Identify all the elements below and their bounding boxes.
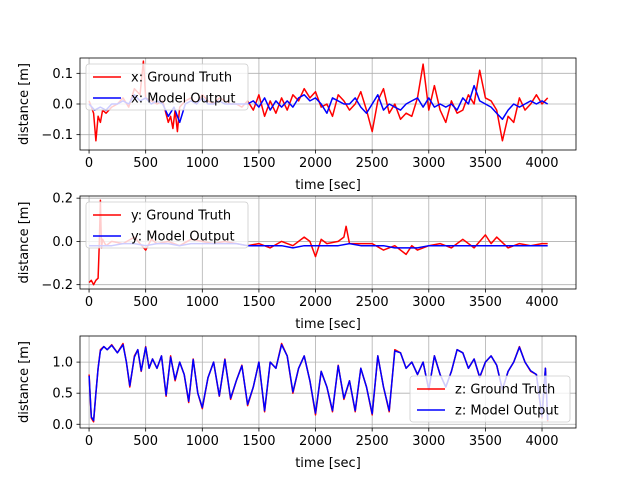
x-tick-label: 3500	[469, 295, 502, 310]
y-tick-label: −0.1	[41, 128, 73, 143]
y-tick-label: 1.0	[52, 356, 73, 371]
x-tick-label: 4000	[525, 434, 558, 449]
y-tick-label: −0.2	[41, 278, 73, 293]
y-tick-label: 0.0	[52, 235, 73, 250]
legend-label: z: Ground Truth	[455, 383, 555, 398]
legend: y: Ground Truth y: Model Output	[85, 201, 249, 249]
x-axis-label: time [sec]	[295, 456, 361, 471]
legend-label: x: Ground Truth	[131, 71, 232, 86]
x-tick-label: 2000	[299, 295, 332, 310]
x-tick-label: 3000	[412, 295, 445, 310]
x-tick-label: 2500	[356, 295, 389, 310]
subplot-2: 0 500 1000 1500 2000 2500 3000 3500 4000 −0.2 0.0 0…	[17, 192, 577, 332]
x-tick-label: 2000	[299, 156, 332, 171]
y-tick-label: 0.2	[52, 192, 73, 207]
x-tick-label: 4000	[525, 156, 558, 171]
x-tick-label: 3000	[412, 434, 445, 449]
x-tick-label: 0	[85, 295, 93, 310]
axes-frame	[79, 335, 577, 429]
x-tick-label: 1000	[186, 434, 219, 449]
x-tick-label: 1500	[242, 434, 275, 449]
series-line-model-output	[88, 343, 549, 422]
x-tick-label: 500	[133, 434, 158, 449]
legend-label: y: Model Output	[131, 230, 235, 245]
axes-frame	[79, 195, 577, 290]
x-tick-label: 2500	[356, 434, 389, 449]
y-tick-label: 0.0	[52, 98, 73, 113]
y-axis-label: distance [m]	[17, 201, 32, 283]
y-axis-label: distance [m]	[17, 63, 32, 145]
x-tick-label: 500	[133, 295, 158, 310]
x-tick-label: 0	[85, 156, 93, 171]
x-tick-label: 500	[133, 156, 158, 171]
legend-label: y: Ground Truth	[131, 209, 231, 224]
y-axis-label: distance [m]	[17, 341, 32, 423]
x-tick-label: 1000	[186, 295, 219, 310]
legend-box	[409, 375, 571, 423]
x-tick-label: 3500	[469, 156, 502, 171]
x-tick-label: 4000	[525, 295, 558, 310]
legend-label: x: Model Output	[131, 92, 236, 107]
x-tick-label: 1500	[242, 156, 275, 171]
x-tick-label: 2000	[299, 434, 332, 449]
legend-label: z: Model Output	[455, 404, 559, 419]
x-axis-label: time [sec]	[295, 178, 361, 193]
y-tick-label: 0.1	[52, 67, 73, 82]
subplot-1: 0 500 1000 1500 2000 2500 3000 3500 4000 −0.1 0.0 0…	[17, 57, 577, 193]
x-tick-label: 1000	[186, 156, 219, 171]
x-tick-label: 3000	[412, 156, 445, 171]
legend: z: Ground Truth z: Model Output	[409, 375, 571, 423]
y-tick-label: 0.5	[52, 387, 73, 402]
x-tick-label: 2500	[356, 156, 389, 171]
legend: x: Ground Truth x: Model Output	[85, 63, 249, 111]
x-axis-label: time [sec]	[295, 317, 361, 332]
y-tick-label: 0.0	[52, 418, 73, 433]
legend-box	[85, 201, 249, 249]
x-tick-label: 1500	[242, 295, 275, 310]
plot-area	[88, 342, 549, 423]
subplot-3: 0 500 1000 1500 2000 2500 3000 3500 4000 0.0 0.5 1.…	[17, 335, 577, 471]
legend-box	[85, 63, 249, 111]
x-tick-label: 3500	[469, 434, 502, 449]
x-tick-label: 0	[85, 434, 93, 449]
